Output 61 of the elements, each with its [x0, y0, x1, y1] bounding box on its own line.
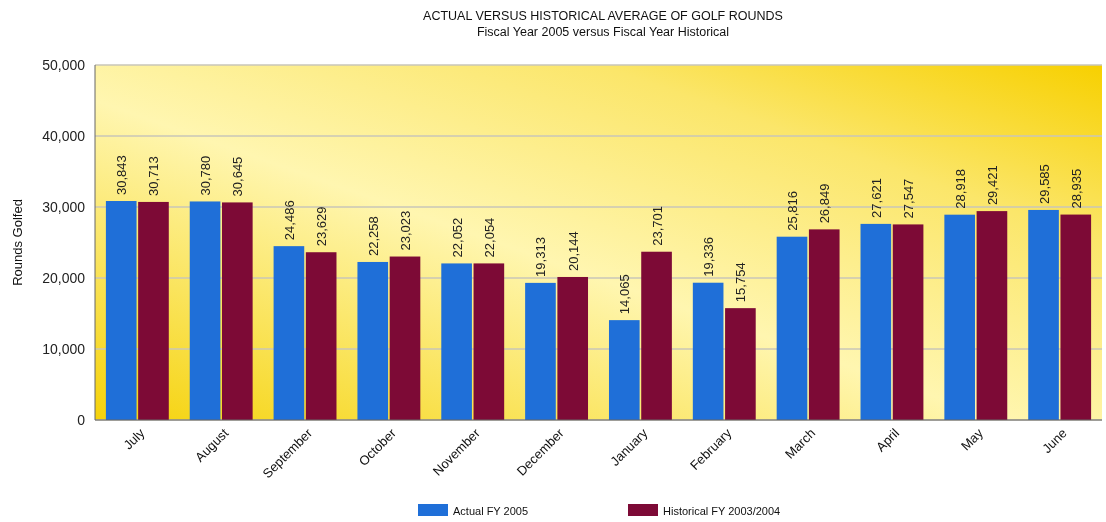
- data-label: 23,701: [649, 205, 665, 246]
- bar: [305, 252, 337, 420]
- bar: [976, 211, 1008, 420]
- bar: [441, 263, 472, 420]
- chart-title: ACTUAL VERSUS HISTORICAL AVERAGE OF GOLF ROUNDS: [423, 9, 783, 23]
- bar: [692, 282, 724, 420]
- data-label: 19,336: [701, 236, 717, 277]
- data-label: 15,754: [733, 262, 749, 303]
- x-tick-label: July: [120, 425, 148, 453]
- data-label: 23,629: [314, 206, 330, 247]
- bar: [1028, 209, 1059, 420]
- data-label: 24,486: [281, 200, 297, 241]
- data-label: 28,935: [1068, 168, 1084, 209]
- data-label: 29,421: [984, 165, 1000, 206]
- data-label: 26,849: [817, 183, 833, 224]
- bar: [776, 236, 808, 420]
- bar: [138, 201, 169, 420]
- y-axis-title: Rounds Golfed: [10, 199, 25, 286]
- y-tick-label: 0: [77, 411, 86, 428]
- data-label: 23,023: [398, 210, 414, 251]
- data-label: 30,645: [230, 156, 246, 197]
- bar: [473, 263, 505, 420]
- data-label: 22,052: [449, 217, 465, 258]
- bar: [725, 308, 756, 420]
- bar: [1060, 214, 1092, 420]
- y-tick-label: 40,000: [42, 127, 86, 144]
- bar: [525, 282, 556, 420]
- data-label: 22,054: [481, 217, 497, 258]
- y-tick-label: 10,000: [42, 340, 86, 357]
- data-label: 29,585: [1036, 164, 1052, 204]
- bar: [892, 224, 924, 420]
- bar: [273, 246, 305, 420]
- y-tick-label: 30,000: [42, 198, 86, 215]
- data-label: 25,816: [784, 190, 800, 231]
- data-label: 30,780: [198, 155, 214, 196]
- data-label: 14,065: [617, 274, 633, 315]
- data-label: 20,144: [565, 231, 581, 271]
- data-label: 27,621: [868, 178, 884, 218]
- data-label: 19,313: [533, 237, 549, 277]
- data-label: 28,918: [952, 168, 968, 209]
- legend-label: Historical FY 2003/2004: [663, 505, 781, 517]
- bar: [222, 202, 253, 420]
- bar: [105, 201, 137, 420]
- data-label: 30,713: [146, 156, 162, 196]
- data-label: 30,843: [114, 155, 130, 196]
- bar: [641, 251, 672, 420]
- bar: [860, 223, 892, 420]
- data-label: 27,547: [901, 178, 917, 219]
- bar: [944, 214, 975, 420]
- bar: [389, 256, 421, 420]
- y-tick-label: 50,000: [42, 56, 86, 73]
- data-label: 22,258: [365, 216, 381, 256]
- y-tick-label: 20,000: [42, 269, 86, 286]
- bar: [357, 261, 389, 420]
- bar: [557, 276, 589, 420]
- chart-subtitle: Fiscal Year 2005 versus Fiscal Year Historical: [476, 25, 730, 39]
- bar: [808, 229, 840, 420]
- x-tick-label: May: [957, 425, 987, 454]
- legend-label: Actual FY 2005: [453, 505, 529, 517]
- bar: [189, 201, 221, 420]
- bar: [608, 320, 640, 420]
